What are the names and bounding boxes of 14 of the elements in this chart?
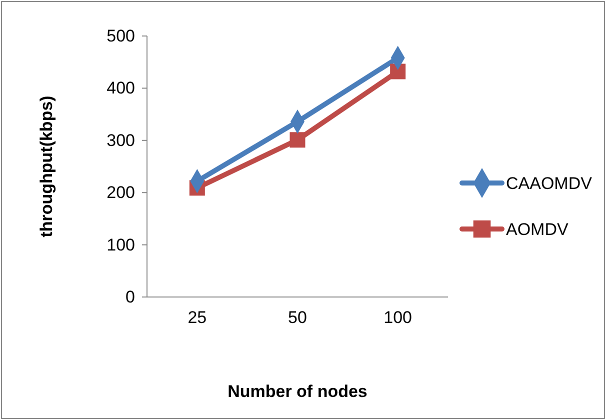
legend-label: AOMDV: [506, 220, 569, 239]
legend-label: CAAOMDV: [506, 174, 593, 193]
y-tick-label: 300: [106, 130, 135, 150]
y-tick-label: 100: [106, 235, 135, 254]
y-axis-title: throughput(kbps): [37, 96, 56, 238]
y-tick-label: 200: [106, 183, 135, 202]
y-tick-label: 400: [106, 78, 135, 98]
x-tick-label: 50: [288, 308, 307, 328]
x-tick-label: 100: [384, 308, 412, 328]
y-tick-label: 500: [106, 26, 135, 46]
x-axis-title: Number of nodes: [228, 382, 368, 401]
y-tick-label: 0: [126, 287, 135, 306]
x-tick-label: 25: [188, 308, 207, 328]
point: [290, 132, 306, 148]
